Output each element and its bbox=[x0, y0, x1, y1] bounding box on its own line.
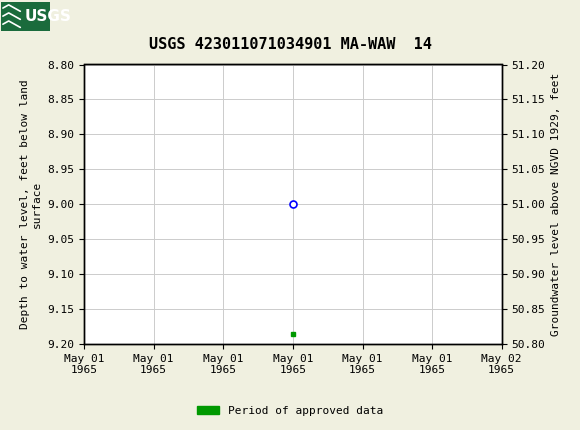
FancyBboxPatch shape bbox=[1, 2, 50, 31]
Text: USGS: USGS bbox=[24, 9, 71, 24]
Legend: Period of approved data: Period of approved data bbox=[193, 401, 387, 420]
Y-axis label: Groundwater level above NGVD 1929, feet: Groundwater level above NGVD 1929, feet bbox=[551, 73, 561, 336]
Y-axis label: Depth to water level, feet below land
surface: Depth to water level, feet below land su… bbox=[20, 80, 42, 329]
Text: USGS 423011071034901 MA-WAW  14: USGS 423011071034901 MA-WAW 14 bbox=[148, 37, 432, 52]
